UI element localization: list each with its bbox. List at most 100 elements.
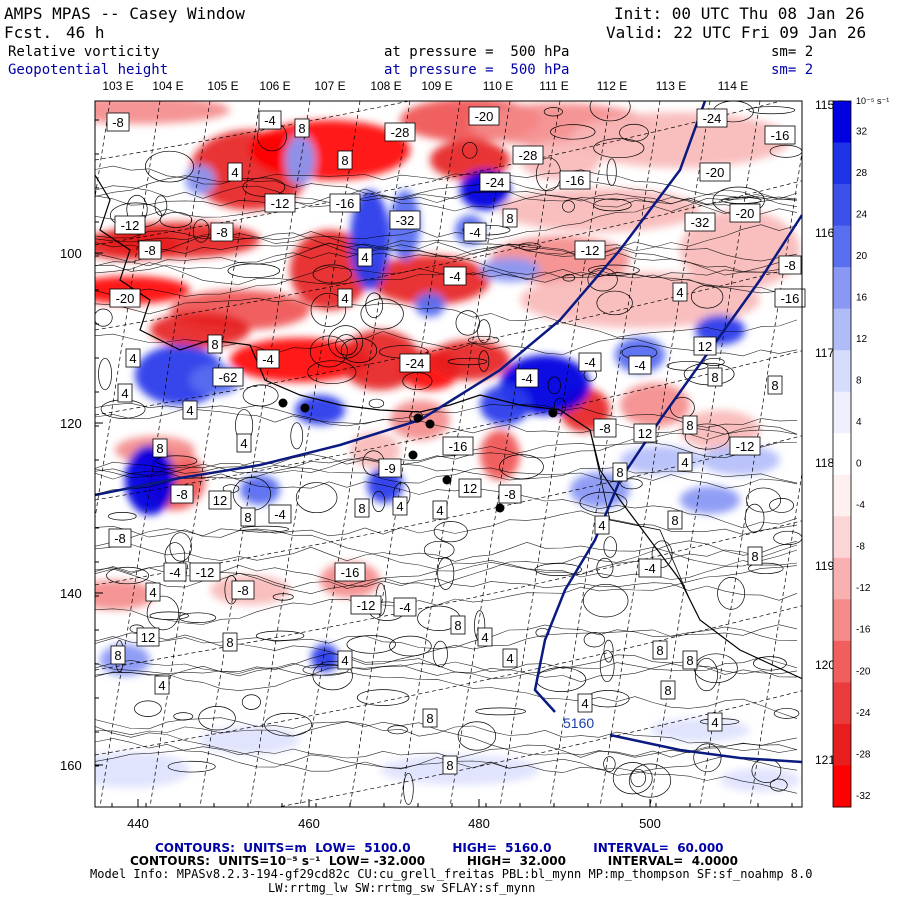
vorticity-label: 8 <box>682 650 698 670</box>
vorticity-label: 8 <box>240 507 256 527</box>
vorticity-label: -24 <box>696 108 728 128</box>
svg-text:-12: -12 <box>736 439 755 454</box>
svg-text:-4: -4 <box>644 561 656 576</box>
colorbar-segment <box>833 640 851 683</box>
x-tick-label: 500 <box>639 816 661 831</box>
colorbar-label: 12 <box>856 334 868 345</box>
top-longitude-label: 114 E <box>718 79 748 93</box>
vorticity-label: -20 <box>468 106 500 126</box>
vorticity-label: 4 <box>594 515 610 535</box>
svg-text:4: 4 <box>436 503 443 518</box>
vorticity-label: -24 <box>399 353 431 373</box>
vorticity-label: 8 <box>747 546 763 566</box>
svg-text:4: 4 <box>186 403 193 418</box>
station-marker <box>425 419 435 429</box>
svg-text:-4: -4 <box>449 269 461 284</box>
vorticity-label: 4 <box>145 582 161 602</box>
field2-smooth: sm= 2 <box>771 62 814 78</box>
station-marker <box>442 475 452 485</box>
vorticity-label: -16 <box>334 562 366 582</box>
vorticity-label: -4 <box>393 597 417 617</box>
svg-text:-4: -4 <box>634 358 646 373</box>
plot-area: 5160 <box>95 101 802 807</box>
x-tick-label: 440 <box>127 816 149 831</box>
svg-text:4: 4 <box>361 250 368 265</box>
vorticity-label: -20 <box>109 288 141 308</box>
colorbar-segment <box>833 225 851 268</box>
vorticity-label: 8 <box>667 510 683 530</box>
svg-text:8: 8 <box>244 510 251 525</box>
svg-text:8: 8 <box>686 418 693 433</box>
colorbar-segment <box>833 557 851 600</box>
vorticity-label: 4 <box>477 627 493 647</box>
colorbar: 32 28 24 20 16 12 8 4 0 -4 -8 -12 -16 -20 -24 -28 -32 10⁻… <box>832 96 889 808</box>
init-time: Init: 00 UTC Thu 08 Jan 26 <box>614 4 865 23</box>
svg-text:8: 8 <box>426 711 433 726</box>
vorticity-label: 8 <box>612 462 628 482</box>
svg-text:8: 8 <box>358 501 365 516</box>
svg-text:-4: -4 <box>262 352 274 367</box>
svg-text:8: 8 <box>226 635 233 650</box>
svg-text:-32: -32 <box>691 215 710 230</box>
svg-text:4: 4 <box>158 678 165 693</box>
svg-text:-9: -9 <box>384 461 396 476</box>
height-contour-label: 5160 <box>563 715 594 731</box>
svg-text:8: 8 <box>671 513 678 528</box>
top-longitude-label: 109 E <box>421 79 452 93</box>
vorticity-label: 8 <box>294 118 310 138</box>
vorticity-label: -4 <box>258 110 282 130</box>
footer-physics: LW:rrtmg_lw SW:rrtmg_sw SFLAY:sf_mynn <box>268 881 536 895</box>
vorticity-label: -9 <box>378 458 402 478</box>
station-marker <box>300 403 310 413</box>
svg-text:-32: -32 <box>396 213 415 228</box>
vorticity-label: 4 <box>236 433 252 453</box>
y-tick-label: 100 <box>60 246 82 261</box>
svg-text:-16: -16 <box>771 128 790 143</box>
svg-text:4: 4 <box>598 518 605 533</box>
vorticity-label: -8 <box>498 484 522 504</box>
vorticity-label: 4 <box>227 162 243 182</box>
colorbar-segment <box>833 184 851 227</box>
vorticity-label: -8 <box>231 580 255 600</box>
vorticity-label: -4 <box>163 562 187 582</box>
plot-frame <box>94 100 803 808</box>
svg-text:-8: -8 <box>114 531 126 546</box>
station-marker <box>495 503 505 513</box>
colorbar-label: -12 <box>856 583 871 594</box>
vorticity-label: -28 <box>512 145 544 165</box>
top-longitude-label: 107 E <box>314 79 345 93</box>
colorbar-label: -20 <box>856 666 871 677</box>
top-longitude-label: 112 E <box>597 79 627 93</box>
colorbar-label: -8 <box>856 542 865 553</box>
colorbar-segment <box>833 350 851 393</box>
svg-text:8: 8 <box>114 648 121 663</box>
top-longitude-label: 103 E <box>102 79 133 93</box>
svg-text:-4: -4 <box>584 355 596 370</box>
colorbar-label: 20 <box>856 251 868 262</box>
vorticity-label: 4 <box>677 452 693 472</box>
x-tick-label: 460 <box>298 816 320 831</box>
top-longitude-label: 105 E <box>207 79 238 93</box>
vorticity-label: -4 <box>463 222 487 242</box>
vorticity-label: 8 <box>337 150 353 170</box>
colorbar-segment <box>833 516 851 559</box>
top-longitude-label: 106 E <box>259 79 290 93</box>
svg-text:8: 8 <box>156 441 163 456</box>
vorticity-label: 8 <box>110 645 126 665</box>
colorbar-label: 8 <box>856 376 862 387</box>
svg-text:-8: -8 <box>176 487 188 502</box>
y-tick-label: 120 <box>60 416 82 431</box>
colorbar-label: 4 <box>856 417 862 428</box>
vorticity-label: -8 <box>778 255 802 275</box>
vorticity-label: 8 <box>660 680 676 700</box>
vorticity-label: -16 <box>764 125 796 145</box>
colorbar-segment <box>833 308 851 351</box>
svg-text:4: 4 <box>231 165 238 180</box>
field2-name: Geopotential height <box>8 62 169 78</box>
svg-text:4: 4 <box>149 585 156 600</box>
svg-text:8: 8 <box>771 378 778 393</box>
svg-text:-8: -8 <box>237 583 249 598</box>
vorticity-label: -32 <box>684 212 716 232</box>
svg-text:-4: -4 <box>399 600 411 615</box>
top-longitude-label: 104 E <box>152 79 183 93</box>
